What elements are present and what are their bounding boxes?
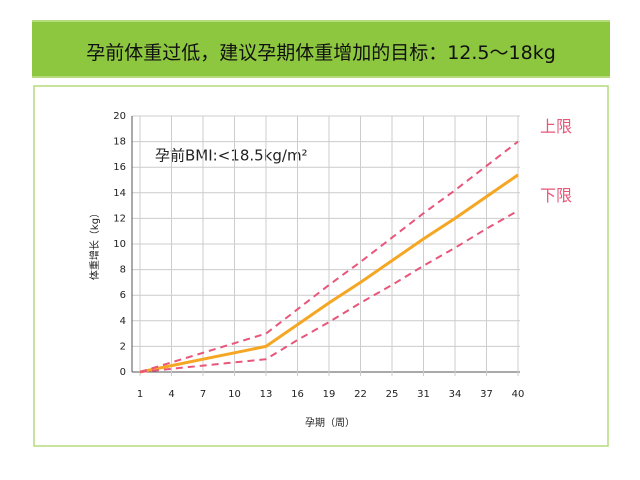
y-tick-label: 10 [113, 239, 126, 250]
y-tick-label: 20 [113, 111, 126, 122]
x-tick-label: 4 [168, 389, 174, 400]
x-tick-label: 40 [512, 389, 525, 400]
x-tick-label: 7 [200, 389, 206, 400]
y-tick-label: 14 [113, 188, 126, 199]
y-tick-label: 2 [120, 341, 126, 352]
x-axis-label: 孕期（周） [305, 417, 355, 429]
chart-frame [33, 85, 609, 447]
x-tick-label: 25 [386, 389, 399, 400]
y-tick-label: 18 [113, 137, 126, 148]
header: 孕前体重过低，建议孕期体重增加的目标：12.5～18kg [32, 20, 610, 78]
y-axis-label: 体重增长（kg） [88, 208, 101, 280]
line [139, 173, 519, 374]
x-tick-label: 34 [449, 389, 462, 400]
line [139, 209, 519, 373]
x-tick-label: 13 [260, 389, 273, 400]
y-tick-label: 16 [113, 162, 126, 173]
y-tick-label: 0 [120, 367, 126, 378]
x-tick-label: 10 [228, 389, 241, 400]
legend-label: 下限 [540, 186, 572, 205]
y-tick-label: 6 [120, 290, 126, 301]
x-tick-label: 19 [323, 389, 336, 400]
legend-label: 上限 [540, 117, 572, 136]
x-tick-label: 16 [291, 389, 304, 400]
y-tick-label: 4 [120, 316, 126, 327]
annotation: 孕前BMI:<18.5kg/m² [155, 147, 308, 165]
x-tick-label: 1 [137, 389, 143, 400]
x-tick-label: 22 [354, 389, 367, 400]
y-tick-label: 8 [120, 265, 126, 276]
line [139, 140, 519, 373]
x-tick-label: 37 [480, 389, 493, 400]
y-tick-label: 12 [113, 213, 126, 224]
x-tick-label: 31 [417, 389, 430, 400]
header-title: 孕前体重过低，建议孕期体重增加的目标：12.5～18kg [86, 42, 556, 64]
